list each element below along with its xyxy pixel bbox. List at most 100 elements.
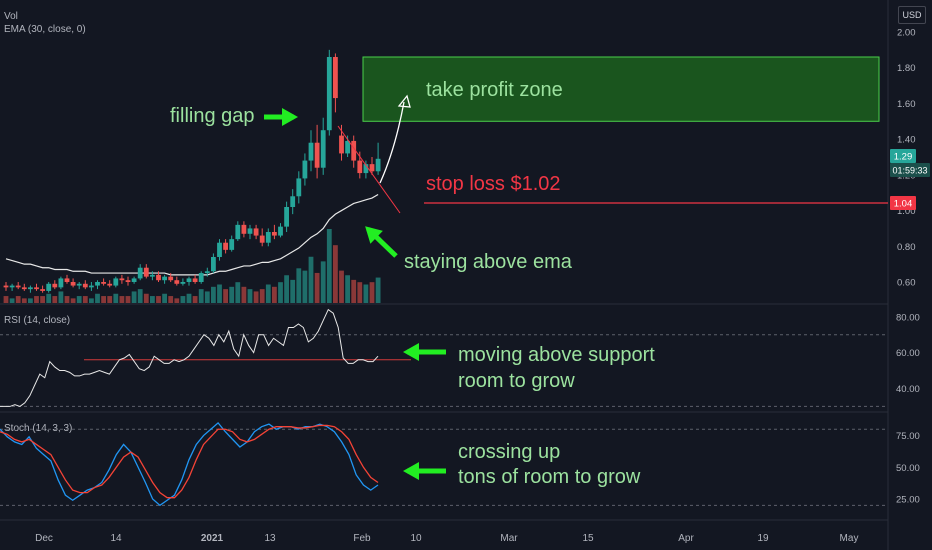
volume-bar <box>235 282 241 303</box>
time-tick-label: 15 <box>582 533 594 544</box>
white-arrow-head <box>397 94 411 108</box>
candle-body <box>223 242 228 250</box>
volume-bar <box>192 296 198 303</box>
volume-bar <box>64 296 70 303</box>
volume-bar <box>253 291 259 303</box>
candle-body <box>180 282 186 284</box>
volume-bar <box>363 284 369 303</box>
candle-body <box>107 283 113 286</box>
candle-body <box>247 228 253 234</box>
time-tick-label: 2021 <box>201 533 224 544</box>
volume-bar <box>314 272 320 303</box>
stoch-arrow <box>403 462 446 480</box>
volume-bar <box>52 296 58 303</box>
volume-bar <box>95 293 100 303</box>
candle-body <box>339 135 344 154</box>
staying-above-arrow-head <box>365 226 383 244</box>
volume-bar <box>357 282 363 303</box>
price-tick-label: 1.60 <box>897 99 916 110</box>
volume-bar <box>284 275 289 303</box>
time-tick-label: Apr <box>678 533 694 544</box>
volume-bar <box>211 286 216 303</box>
stop-price-badge-bg <box>890 196 916 210</box>
annotation-rsi-1: moving above support <box>458 344 655 366</box>
volume-bar <box>89 298 94 303</box>
candle-body <box>46 283 52 291</box>
stoch-label[interactable]: Stoch (14, 3, 3) <box>4 423 73 434</box>
volume-bar <box>302 270 308 303</box>
annotation-take-profit: take profit zone <box>426 79 563 101</box>
rsi-tick-label: 40.00 <box>896 384 920 395</box>
candle-body <box>3 285 9 288</box>
ema-label[interactable]: EMA (30, close, 0) <box>4 24 86 35</box>
volume-bar <box>3 296 9 303</box>
volume-bar <box>351 279 357 303</box>
candle-body <box>34 287 39 290</box>
candle-body <box>131 278 137 282</box>
ema-polyline <box>5 193 379 276</box>
candle-body <box>52 283 58 288</box>
price-tick-label: 0.80 <box>897 242 916 253</box>
rsi-label[interactable]: RSI (14, close) <box>4 315 71 326</box>
volume-bar <box>180 296 186 303</box>
volume-bar <box>70 298 76 303</box>
countdown-badge: 01:59:33 <box>892 166 927 176</box>
candle-body <box>119 278 125 281</box>
vol-label[interactable]: Vol <box>4 11 18 22</box>
candle-body <box>40 289 45 291</box>
red-trend-line <box>337 125 401 214</box>
take-profit-zone-rect <box>362 56 880 122</box>
volume-bar <box>137 289 143 303</box>
candle-body <box>284 207 289 227</box>
volume-bar <box>9 298 15 303</box>
time-tick-label: May <box>840 533 859 544</box>
price-tick-label: 2.00 <box>897 28 916 39</box>
stoch-pane: 75.00 50.00 25.00 <box>0 421 920 507</box>
candle-body <box>265 232 271 243</box>
volume-bar <box>223 289 228 303</box>
candle-body <box>21 287 27 290</box>
countdown-badge-bg <box>890 163 930 177</box>
annotation-stoch-1: crossing up <box>458 441 560 463</box>
candle-body <box>156 274 161 281</box>
candle-body <box>320 130 326 168</box>
last-price-badge-bg <box>890 149 916 163</box>
volume-bar <box>290 279 296 303</box>
volume-bar <box>308 256 314 303</box>
candle-body <box>28 287 33 290</box>
volume-bar <box>375 277 381 303</box>
candle-body <box>241 224 247 234</box>
volume-bar <box>198 289 204 303</box>
volume-bar <box>28 298 33 303</box>
candle-body <box>351 140 357 161</box>
stoch-arrow-head <box>403 462 419 480</box>
candle-body <box>204 271 210 274</box>
candle-body <box>363 164 369 174</box>
time-tick-label: Mar <box>500 533 518 544</box>
candle-body <box>217 242 222 257</box>
volume-bar <box>186 293 192 303</box>
candle-body <box>101 282 106 284</box>
candle-body <box>174 280 180 284</box>
volume-bar <box>143 293 149 303</box>
candle-body <box>70 282 76 286</box>
candle-body <box>9 285 15 288</box>
candle-body <box>186 278 192 282</box>
currency-badge[interactable]: USD <box>898 6 926 24</box>
filling-gap-arrow <box>264 108 298 126</box>
candle-body <box>308 142 314 161</box>
candle-body <box>290 196 296 207</box>
volume-bar <box>82 296 88 303</box>
volume-bars <box>3 229 381 303</box>
volume-bar <box>125 296 131 303</box>
price-tick-label: 1.00 <box>897 206 916 217</box>
volume-bar <box>168 296 174 303</box>
stop-price-badge: 1.04 <box>894 199 913 210</box>
time-tick-label: Feb <box>353 533 371 544</box>
volume-bar <box>369 282 375 303</box>
rsi-tick-label: 60.00 <box>896 348 920 359</box>
candle-body <box>235 224 241 240</box>
candle-body <box>375 158 381 172</box>
volume-bar <box>162 293 167 303</box>
